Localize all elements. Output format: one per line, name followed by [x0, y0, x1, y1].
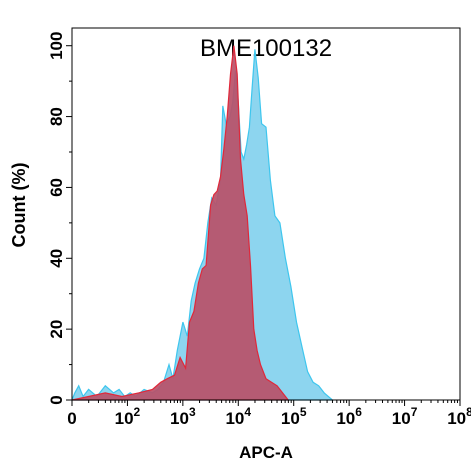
x-tick-label: 106	[336, 405, 362, 428]
x-tick-label: 102	[115, 405, 141, 428]
x-tick-label: 104	[225, 405, 251, 428]
x-tick-label: 103	[170, 405, 196, 428]
plot-area	[71, 27, 461, 401]
x-tick-label: 107	[392, 405, 418, 428]
x-axis-title: APC-A	[239, 443, 293, 462]
y-tick-label: 100	[47, 32, 66, 60]
y-tick-label: 80	[47, 107, 66, 126]
y-axis: 0 20 40 60 80 100	[47, 32, 72, 405]
x-tick-label: 108	[447, 405, 471, 428]
x-axis: 0 102 103 104 105 106 107 108	[67, 400, 471, 428]
histogram-series-2	[71, 45, 290, 401]
plot-frame	[71, 27, 461, 401]
chart-title: BME100132	[200, 35, 332, 62]
y-tick-label: 60	[47, 178, 66, 197]
y-tick-label: 0	[47, 395, 66, 404]
x-tick-label: 105	[281, 405, 307, 428]
y-tick-label: 40	[47, 249, 66, 268]
y-tick-label: 20	[47, 320, 66, 339]
x-tick-label: 0	[67, 409, 76, 428]
y-axis-title: Count (%)	[9, 163, 29, 248]
